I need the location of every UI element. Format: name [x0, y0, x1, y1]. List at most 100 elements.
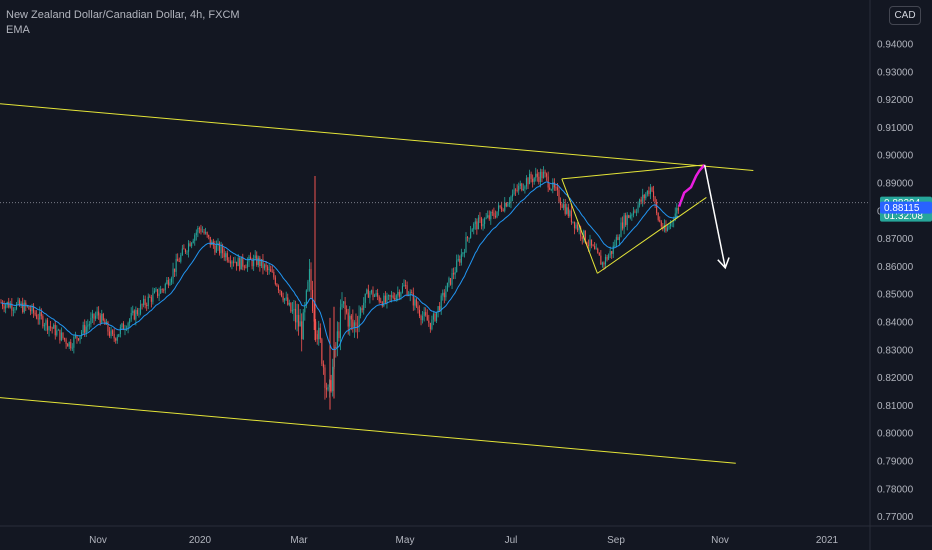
candle-body [352, 319, 354, 328]
candle-body [448, 278, 450, 283]
candle-body [81, 332, 83, 336]
indicator-label[interactable]: EMA [6, 24, 30, 36]
candle-body [398, 291, 400, 297]
ema-line [0, 181, 679, 351]
candle-body [143, 298, 145, 306]
candle-body [149, 296, 151, 298]
candle-body [118, 334, 120, 337]
candle-body [507, 203, 509, 207]
candle-body [197, 228, 199, 233]
time-tick-label: Nov [89, 535, 107, 546]
trendline-wedge-lower[interactable] [597, 197, 707, 274]
price-tick-label: 0.91000 [877, 123, 914, 134]
candle-body [508, 202, 510, 204]
candle-body [108, 331, 111, 337]
candle-body [288, 302, 290, 305]
trendline-channel-bottom[interactable] [0, 397, 736, 464]
candle-body [330, 380, 332, 392]
candle-body [392, 295, 394, 299]
trendline-wedge-left-edge[interactable] [561, 178, 598, 274]
candle-body [432, 313, 434, 320]
candle-body [201, 231, 204, 233]
candle-body [587, 245, 589, 247]
candle-body [634, 211, 636, 213]
candle-body [318, 327, 320, 340]
candle-body [449, 278, 452, 285]
chart-legend: New Zealand Dollar/Canadian Dollar, 4h, … [6, 8, 240, 38]
candle-body [527, 178, 529, 185]
candle-body [674, 213, 676, 221]
candle-body [265, 264, 267, 267]
candle-body [606, 256, 608, 260]
candle-body [17, 300, 19, 304]
candle-body [350, 315, 352, 320]
candle-body [130, 312, 132, 320]
candle-body [412, 293, 414, 306]
candle-body [401, 286, 403, 293]
candle-body [64, 338, 66, 340]
candle-body [274, 277, 276, 285]
candle-body [522, 188, 524, 191]
blue-price-badge-bg [880, 201, 932, 214]
symbol-title[interactable]: New Zealand Dollar/Canadian Dollar, 4h, … [6, 9, 240, 21]
currency-button[interactable]: CAD [889, 6, 921, 25]
trendline-wedge-upper[interactable] [561, 164, 705, 180]
projection-line[interactable] [677, 164, 706, 208]
candle-body [231, 261, 233, 264]
price-tick-label: 0.80000 [877, 429, 914, 440]
candle-body [511, 194, 514, 197]
candle-body [525, 178, 527, 187]
candle-body [36, 314, 38, 319]
candle-body [463, 252, 465, 254]
candle-body [592, 245, 594, 247]
trendline-channel-top[interactable] [0, 103, 754, 171]
candle-body [115, 338, 117, 341]
candle-body [8, 302, 10, 308]
candle-body [74, 335, 76, 338]
candle-body [339, 307, 341, 339]
candle-body [93, 313, 95, 319]
candle-body [544, 171, 546, 174]
candle-body [570, 210, 572, 223]
candle-body [445, 291, 447, 298]
candle-body [406, 285, 408, 296]
candle-body [153, 290, 155, 294]
candle-body [586, 242, 588, 246]
candle-body [322, 363, 324, 368]
candle-body [98, 311, 100, 316]
candle-body [102, 313, 104, 321]
candle-body [229, 261, 231, 264]
time-axis[interactable]: Nov 2020 Mar May Jul Sep Nov 2021 [89, 535, 838, 546]
candle-body [426, 315, 428, 321]
down-arrow[interactable] [703, 164, 730, 270]
candle-body [181, 248, 183, 256]
candle-body [583, 230, 585, 240]
candle-body [417, 306, 419, 310]
candle-body [611, 251, 613, 254]
candle-body [384, 295, 386, 303]
candle-body [76, 335, 78, 339]
candle-body [110, 330, 112, 337]
candle-body [391, 295, 393, 297]
candle-body [366, 289, 368, 294]
candle-body [465, 237, 467, 253]
candle-body [649, 187, 651, 195]
candle-body [344, 301, 346, 309]
candle-body [485, 217, 487, 219]
candle-body [101, 313, 103, 323]
candle-body [676, 207, 678, 214]
candle-body [219, 243, 221, 254]
candle-body [642, 194, 644, 202]
candle-body [491, 211, 493, 213]
candle-body [194, 235, 196, 241]
candle-body [572, 221, 574, 223]
candle-body [127, 323, 129, 329]
candle-body [581, 236, 583, 240]
trendlines[interactable] [0, 103, 754, 464]
candle-body [116, 336, 118, 341]
candle-body [453, 272, 455, 275]
candle-body [84, 324, 86, 333]
candle-body [629, 215, 631, 218]
